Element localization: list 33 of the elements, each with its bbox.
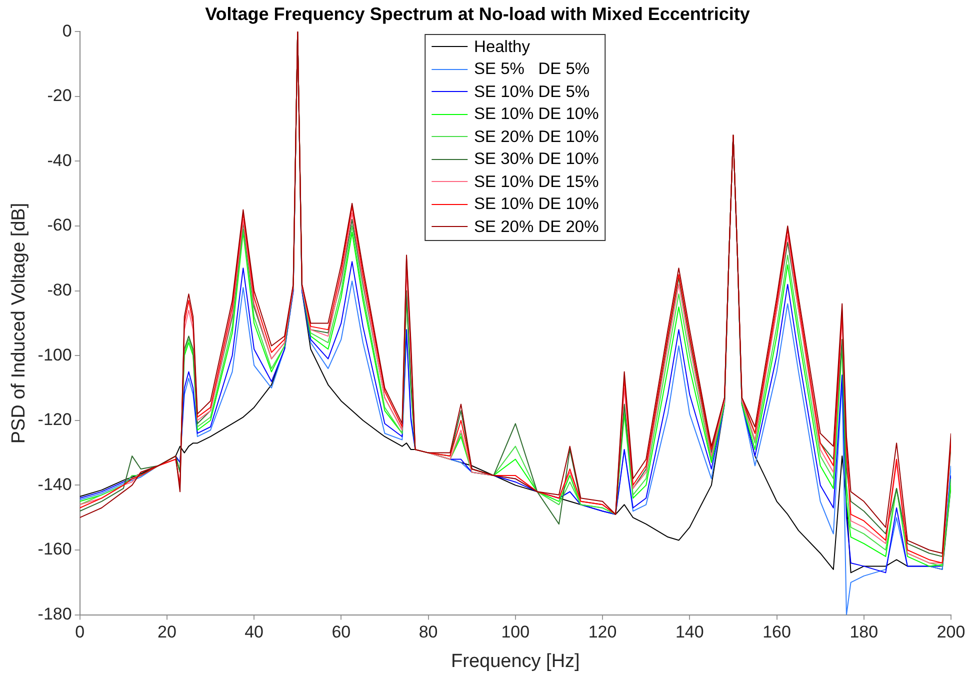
- y-tick-label: -100: [38, 345, 72, 364]
- y-tick-label: -140: [38, 474, 72, 494]
- x-tick-label: 200: [936, 622, 966, 642]
- legend-label: Healthy: [474, 36, 530, 58]
- y-tick-label: -120: [38, 410, 72, 430]
- legend-label: SE 10% DE 5%: [474, 82, 590, 103]
- y-tick-label: -40: [47, 150, 72, 170]
- x-tick-label: 20: [157, 622, 176, 642]
- legend-label: SE 20% DE 20%: [474, 216, 599, 238]
- x-tick-label: 160: [762, 622, 791, 642]
- chart-title: Voltage Frequency Spectrum at No-load with Mixed Eccentricity: [205, 4, 750, 24]
- y-tick-label: -60: [47, 216, 72, 235]
- legend-label: SE 20% DE 10%: [474, 126, 599, 148]
- x-tick-label: 180: [850, 622, 878, 642]
- x-tick-label: 40: [244, 622, 264, 642]
- y-tick-label: 0: [62, 21, 72, 40]
- x-tick-label: 100: [501, 622, 530, 642]
- y-tick-label: -80: [47, 280, 72, 300]
- x-tick-label: 60: [332, 622, 351, 642]
- x-tick-label: 0: [75, 622, 85, 642]
- legend-label: SE 30% DE 10%: [474, 149, 599, 170]
- legend-label: SE 5% DE 5%: [474, 59, 590, 80]
- legend-label: SE 10% DE 10%: [474, 194, 599, 216]
- y-tick-label: -20: [47, 86, 72, 106]
- y-axis-title: PSD of Induced Voltage [dB]: [8, 202, 30, 444]
- legend-label: SE 10% DE 10%: [474, 104, 599, 126]
- x-tick-label: 80: [418, 622, 438, 642]
- legend-label: SE 10% DE 15%: [474, 172, 599, 193]
- x-axis-title: Frequency [Hz]: [451, 650, 580, 672]
- y-tick-label: -180: [38, 604, 72, 624]
- y-tick-label: -160: [38, 540, 72, 559]
- x-tick-label: 120: [588, 622, 617, 642]
- x-tick-label: 140: [675, 622, 704, 642]
